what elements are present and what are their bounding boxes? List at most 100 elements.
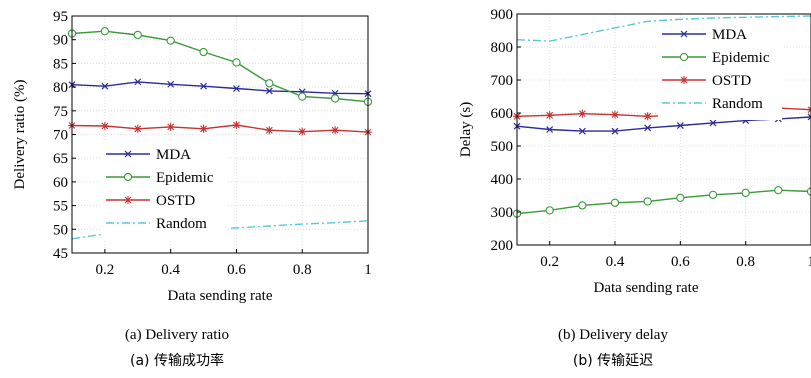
legend-marker-ostd	[680, 76, 688, 84]
data-point-ostd	[265, 126, 274, 135]
data-point-epidemic	[100, 27, 110, 36]
x-axis-title: Data sending rate	[594, 280, 699, 296]
data-point-mda	[101, 82, 109, 90]
series-line-random	[516, 15, 811, 42]
y-axis-title: Delivery ratio (%)	[12, 80, 28, 190]
caption-a-chinese: (a) 传输成功率	[130, 353, 224, 369]
x-axis-title: Data sending rate	[168, 288, 273, 304]
y-tick-label: 75	[53, 104, 68, 120]
data-point-epidemic	[166, 36, 175, 45]
data-point-ostd	[331, 126, 340, 135]
data-point-mda	[644, 124, 652, 132]
legend-marker-mda	[124, 150, 132, 158]
legend-label-random: Random	[712, 96, 763, 112]
data-point-mda	[578, 127, 586, 135]
y-tick-label: 55	[53, 199, 68, 215]
legend-marker-epidemic	[123, 172, 133, 182]
axes-frame-b	[516, 13, 811, 246]
data-point-mda	[807, 113, 811, 121]
caption-b-english: (b) Delivery delay	[558, 327, 668, 343]
data-point-epidemic	[806, 187, 811, 196]
legend-label-mda: MDA	[712, 27, 747, 43]
chart-a: 45 50 55 60 65 70 75 80 85 90 95 0.2 0.4 0.6 0.8 1 Data …	[12, 9, 373, 304]
data-point-epidemic	[610, 198, 620, 207]
legend-marker-ostd	[124, 196, 132, 204]
chart-b: 200 300 400 500 600 700 800 900 0.2 0.4 0.6 0.8 1 Dat…	[458, 7, 811, 296]
data-point-epidemic	[643, 197, 652, 206]
data-point-epidemic	[133, 30, 142, 40]
x-tick-label: 0.6	[671, 254, 690, 270]
x-tick-label: 1	[364, 262, 372, 278]
x-tick-label: 0.6	[227, 262, 246, 278]
y-tick-label: 95	[53, 9, 68, 25]
y-tick-label: 90	[53, 33, 68, 49]
data-point-epidemic	[741, 188, 750, 198]
data-point-mda	[265, 87, 273, 95]
y-tick-label: 85	[53, 56, 68, 72]
legend-label-ostd: OSTD	[712, 73, 751, 89]
y-tick-label: 800	[491, 40, 514, 56]
data-point-ostd	[643, 112, 652, 121]
series-line-ostd	[71, 124, 369, 133]
y-tick-label: 700	[491, 73, 514, 89]
data-point-epidemic	[232, 58, 241, 67]
data-point-mda	[611, 127, 619, 135]
legend-label-ostd: OSTD	[156, 193, 195, 209]
data-point-ostd	[133, 124, 142, 133]
data-point-epidemic	[578, 201, 587, 210]
data-point-mda	[546, 126, 554, 133]
data-point-ostd	[545, 111, 554, 120]
legend-b: MDA Epidemic OSTD Random	[658, 22, 782, 120]
caption-b-chinese: (b) 传输延迟	[572, 353, 654, 369]
y-tick-label: 60	[53, 175, 68, 191]
data-point-epidemic	[265, 79, 274, 88]
legend-marker-mda	[680, 30, 688, 38]
data-point-mda	[709, 119, 717, 127]
data-point-epidemic	[298, 92, 307, 101]
data-point-epidemic	[774, 186, 783, 195]
series-line-epidemic	[516, 189, 811, 215]
x-tick-label: 0.4	[161, 262, 180, 278]
x-tick-label: 0.8	[293, 262, 312, 278]
data-point-mda	[233, 85, 240, 92]
legend-label-random: Random	[156, 216, 207, 232]
y-tick-label: 65	[53, 151, 68, 167]
data-point-ostd	[578, 109, 587, 118]
y-tick-label: 600	[491, 106, 514, 122]
x-tick-label: 0.8	[736, 254, 755, 270]
data-point-mda	[200, 82, 207, 90]
legend-label-epidemic: Epidemic	[712, 50, 770, 66]
data-point-ostd	[199, 124, 208, 133]
y-tick-label: 80	[53, 80, 68, 96]
data-point-ostd	[100, 121, 109, 130]
caption-a-english: (a) Delivery ratio	[124, 327, 230, 343]
data-point-mda	[134, 78, 142, 86]
y-tick-label: 50	[53, 222, 68, 238]
data-point-mda	[167, 80, 175, 88]
x-tick-label: 1	[807, 254, 811, 270]
data-point-mda	[676, 122, 684, 129]
legend-a: MDA Epidemic OSTD Random	[102, 142, 228, 240]
legend-marker-epidemic	[679, 52, 689, 62]
y-tick-label: 200	[491, 238, 514, 254]
data-point-epidemic	[330, 94, 340, 103]
data-point-ostd	[298, 127, 307, 136]
data-point-ostd	[166, 122, 175, 131]
y-tick-label: 300	[491, 205, 514, 221]
y-tick-label: 400	[491, 172, 514, 188]
legend-label-epidemic: Epidemic	[156, 170, 214, 186]
x-tick-label: 0.2	[540, 254, 559, 270]
y-axis-title: Delay (s)	[458, 102, 474, 157]
x-tick-label: 0.2	[96, 262, 115, 278]
y-tick-label: 900	[491, 7, 514, 23]
series-line-mda	[71, 81, 369, 95]
data-point-ostd	[611, 110, 619, 119]
x-tick-label: 0.4	[606, 254, 625, 270]
data-point-ostd	[232, 121, 241, 130]
data-point-epidemic	[708, 190, 718, 199]
y-tick-label: 70	[53, 128, 68, 144]
data-point-epidemic	[676, 193, 685, 202]
data-point-epidemic	[545, 206, 554, 215]
y-tick-label: 45	[53, 246, 68, 262]
